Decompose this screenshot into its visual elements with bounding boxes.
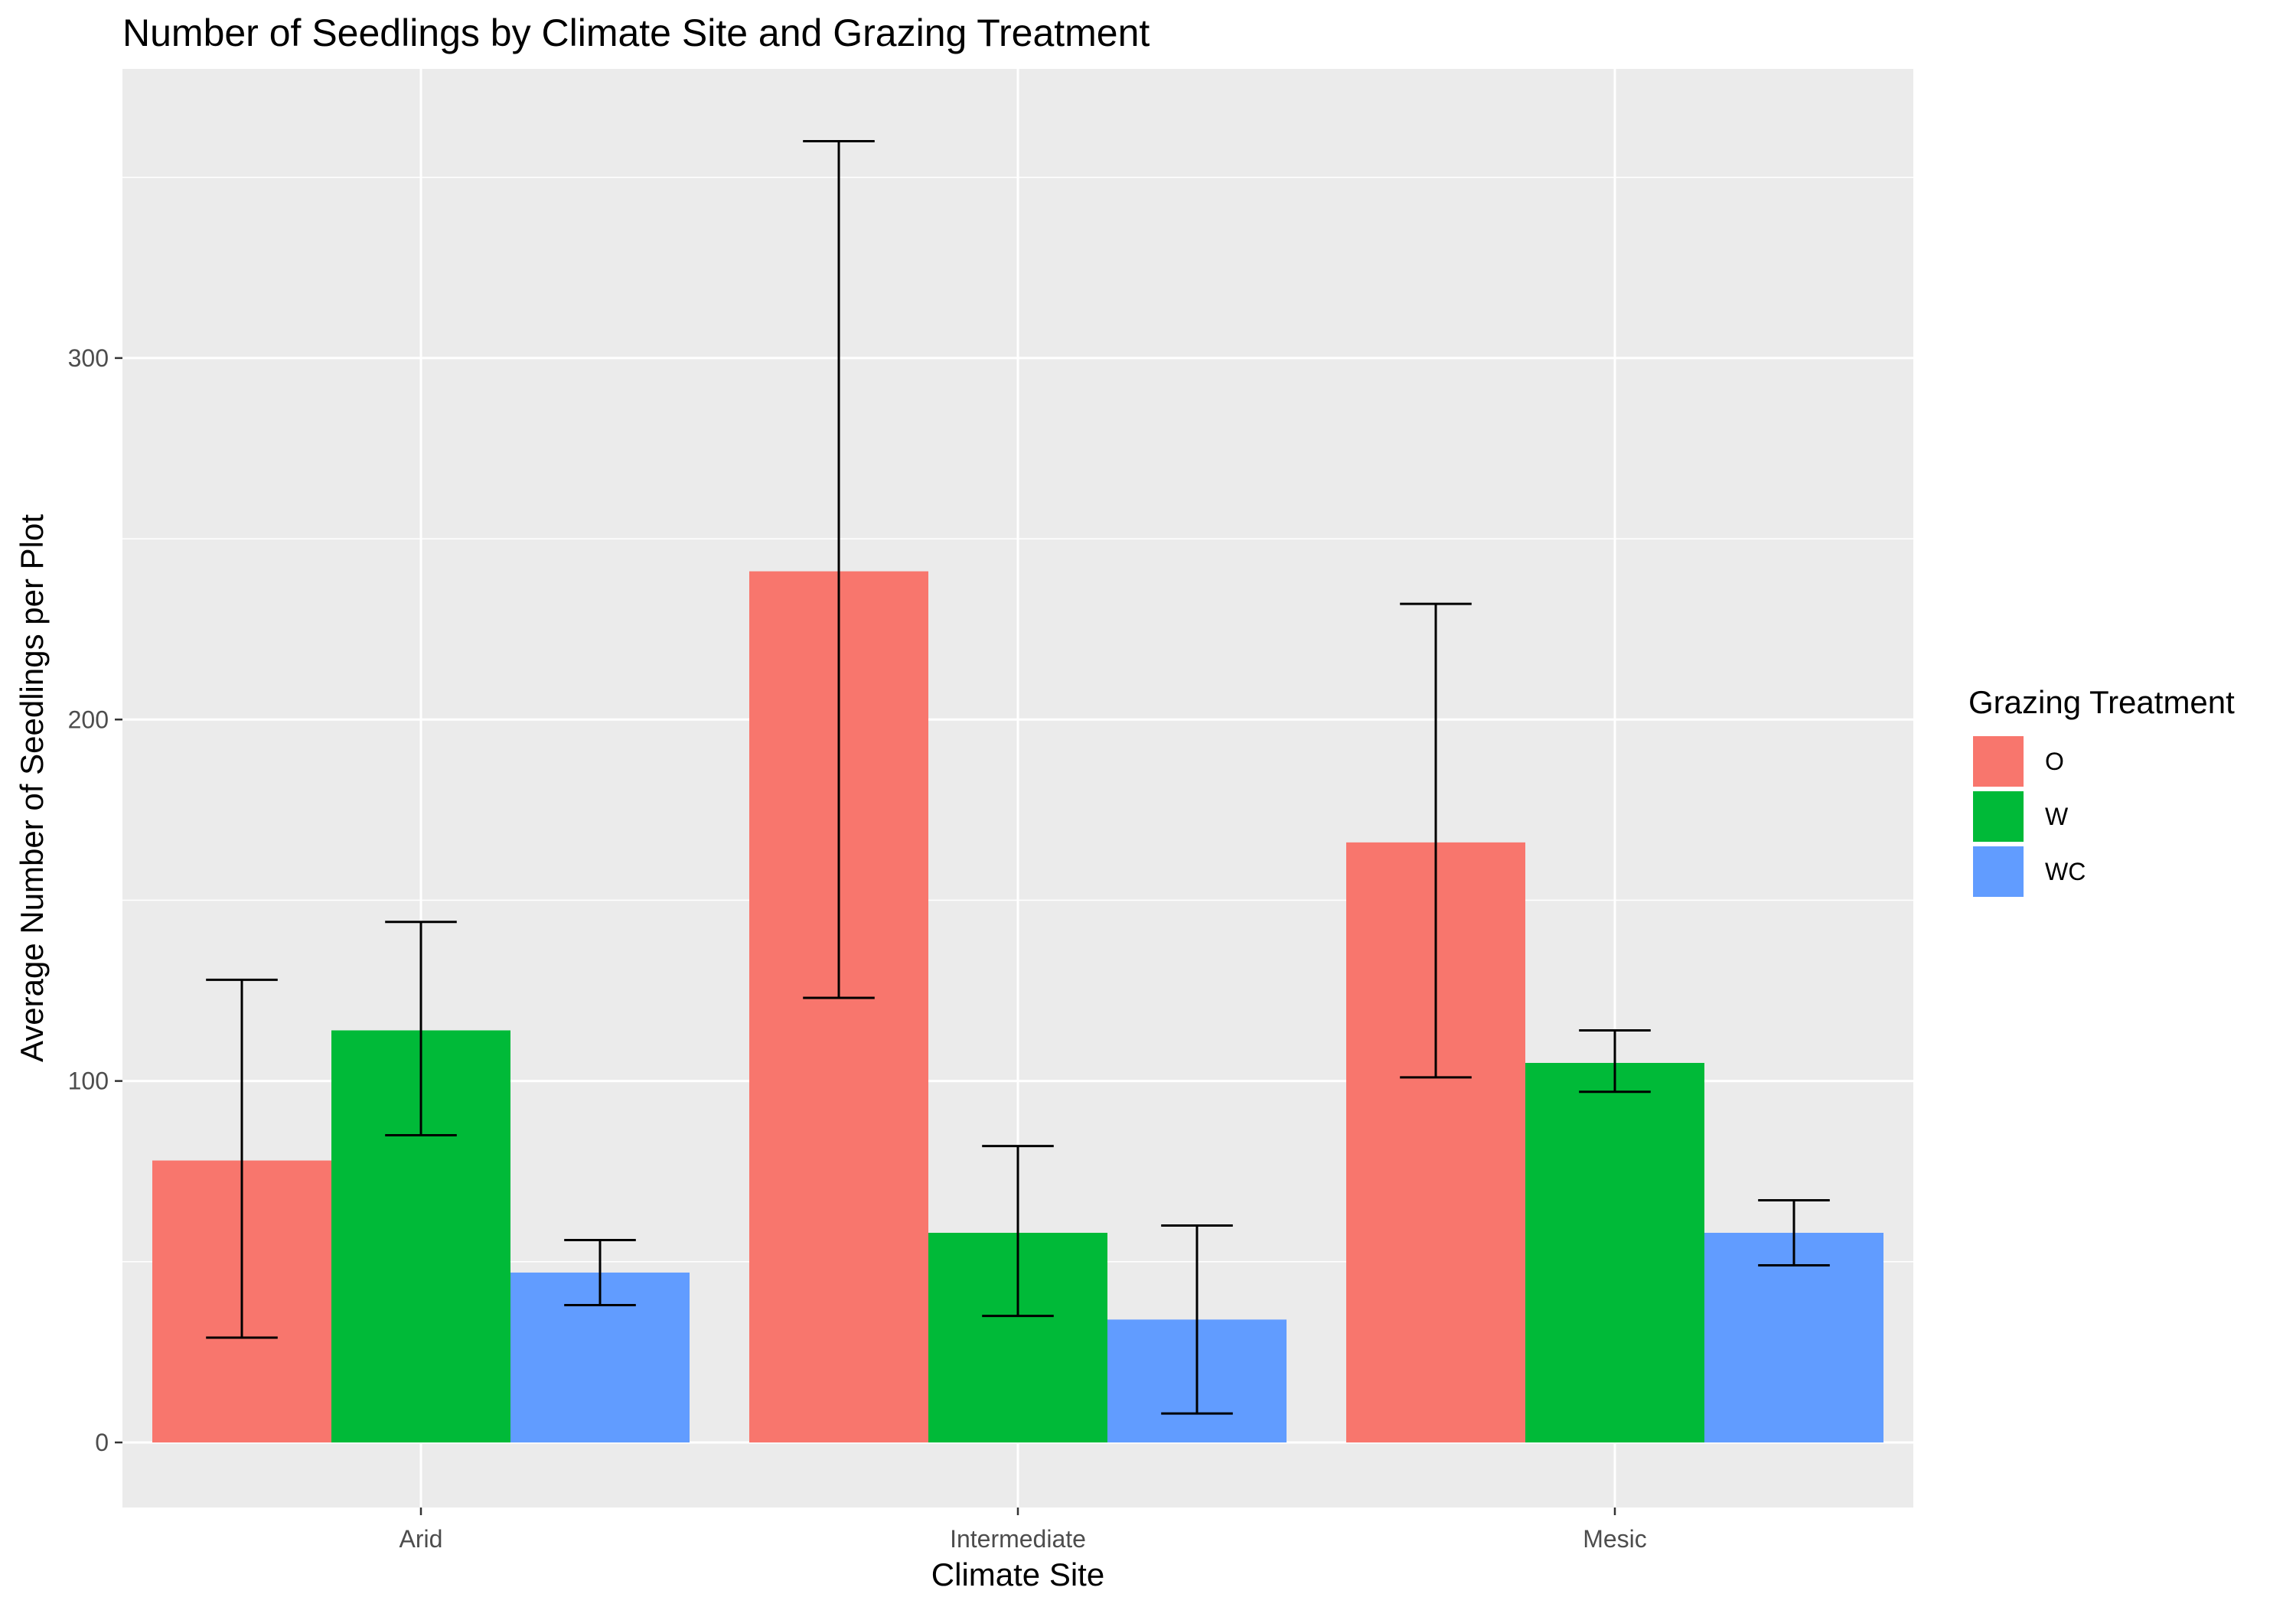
- y-axis-title: Average Number of Seedlings per Plot: [14, 514, 50, 1062]
- error-bars: [206, 139, 1830, 1415]
- legend-title: Grazing Treatment: [1968, 684, 2235, 720]
- chart-title: Number of Seedlings by Climate Site and …: [122, 11, 1150, 54]
- legend-key-o: [1973, 736, 2024, 787]
- legend: Grazing Treatment O W WC: [1968, 684, 2235, 897]
- x-tick-label-intermediate: Intermediate: [950, 1525, 1086, 1553]
- legend-key-w: [1973, 791, 2024, 842]
- y-axis-ticks: 0 100 200 300: [68, 344, 122, 1456]
- legend-label-wc: WC: [2045, 858, 2086, 885]
- y-tick-label: 0: [95, 1429, 109, 1456]
- y-tick-label: 100: [68, 1068, 109, 1095]
- legend-label-o: O: [2045, 748, 2064, 775]
- x-axis-ticks: Arid Intermediate Mesic: [400, 1508, 1647, 1553]
- legend-label-w: W: [2045, 803, 2069, 830]
- x-tick-label-mesic: Mesic: [1583, 1525, 1647, 1553]
- bar-wc-mesic: [1704, 1233, 1883, 1442]
- x-tick-label-arid: Arid: [400, 1525, 443, 1553]
- legend-key-wc: [1973, 846, 2024, 897]
- y-tick-label: 300: [68, 344, 109, 372]
- bar-w-mesic: [1525, 1062, 1704, 1442]
- y-tick-label: 200: [68, 706, 109, 733]
- x-axis-title: Climate Site: [931, 1556, 1104, 1592]
